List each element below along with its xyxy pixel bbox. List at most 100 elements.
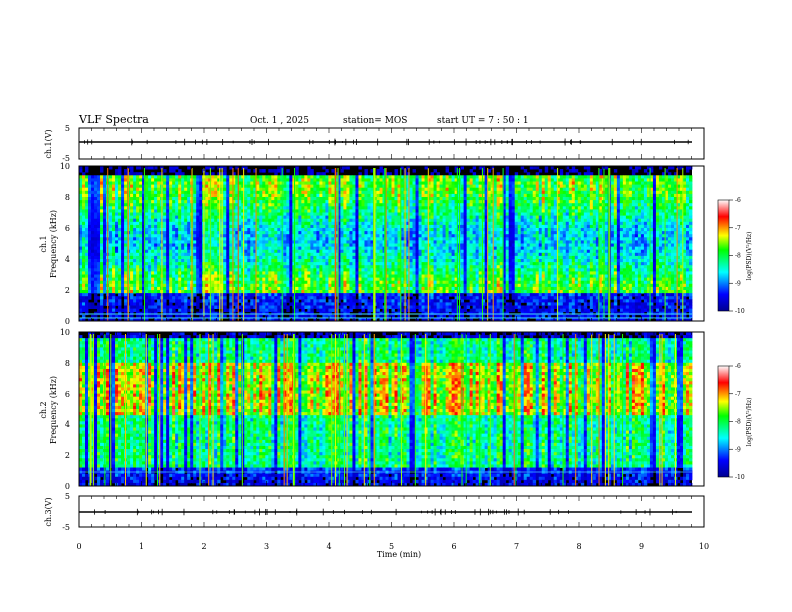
ch1-spectrogram-cell <box>253 203 257 207</box>
ch1-spectrogram-cell <box>157 200 161 204</box>
ch1-spectrogram-cell <box>130 166 134 170</box>
ch1-spectrogram-cell <box>325 175 329 179</box>
ch1-spectrogram-cell <box>274 246 278 251</box>
ch1-spectrogram-cell <box>142 274 146 278</box>
ch1-spectrogram-cell <box>136 293 140 297</box>
ch1-spectrogram-cell <box>343 184 347 189</box>
ch1-spectrogram-cell <box>232 317 236 322</box>
ch1-spectrogram-cell <box>100 237 104 241</box>
ch1-spectrogram-cell <box>289 231 293 235</box>
ch1-spectrogram-cell <box>118 209 122 213</box>
ch1-spectrogram-cell <box>382 305 386 309</box>
ch1-spectrogram-cell <box>154 215 158 220</box>
ch1-spectrogram-cell <box>232 283 236 288</box>
ch1-spectrogram-cell <box>274 286 278 291</box>
ch1-spectrogram-cell <box>136 305 140 309</box>
ch1-spectrogram-cell <box>211 234 215 238</box>
ch1-spectrogram-cell <box>298 212 302 216</box>
ch1-spectrogram-cell <box>301 231 305 235</box>
ch1-spectrogram-cell <box>88 265 92 269</box>
ch1-spectrogram-cell <box>367 311 371 316</box>
ch1-spectrogram-cell <box>172 274 176 278</box>
ch1-spectrogram-cell <box>322 212 326 216</box>
ch1-spectrogram-cell <box>121 190 125 195</box>
ch1-spectrogram-cell <box>154 262 158 266</box>
ch1-spectrogram-cell <box>265 283 269 288</box>
ch1-spectrogram-cell <box>88 190 92 195</box>
ch1-spectrogram-cell <box>247 234 251 238</box>
ch1-spectrogram-cell <box>118 175 122 179</box>
ch1-spectrogram-cell <box>364 252 368 257</box>
ch1-spectrogram-cell <box>115 286 119 291</box>
ch1-spectrogram-cell <box>205 206 209 210</box>
ch1-spectrogram-cell <box>349 212 353 216</box>
ch1-spectrogram-cell <box>298 305 302 309</box>
ch1-spectrogram-cell <box>142 178 146 182</box>
ch1-spectrogram-cell <box>130 308 134 313</box>
ch1-spectrogram-cell <box>139 262 143 266</box>
ch1-spectrogram-cell <box>301 184 305 189</box>
ch1-spectrogram-cell <box>364 178 368 182</box>
ch1-spectrogram-cell <box>385 296 389 300</box>
ch1-spectrogram-cell <box>322 311 326 316</box>
ch1-spectrogram-cell <box>310 209 314 213</box>
ch1-spectrogram-cell <box>340 218 344 223</box>
ch1-spectrogram-cell <box>283 259 287 263</box>
ch1-spectrogram-cell <box>166 280 170 285</box>
ch1-spectrogram-cell <box>163 200 167 204</box>
ch1-spectrogram-cell <box>268 237 272 241</box>
ch1-spectrogram-cell <box>310 184 314 189</box>
ch1-spectrogram-cell <box>310 193 314 198</box>
ch1-spectrogram-cell <box>100 268 104 272</box>
ch1-spectrogram-cell <box>286 228 290 232</box>
ch1-spectrogram-cell <box>349 262 353 266</box>
ch1-spectrogram-cell <box>178 305 182 309</box>
ch1-spectrogram-cell <box>253 311 257 316</box>
ch1-spectrogram-cell <box>79 302 83 306</box>
ch1-spectrogram-cell <box>355 252 359 257</box>
ch1-spectrogram-cell <box>124 178 128 182</box>
ch1-spectrogram-cell <box>187 178 191 182</box>
ch1-spectrogram-cell <box>88 181 92 185</box>
ch1-spectrogram-cell <box>196 246 200 251</box>
ch1-spectrogram-cell <box>364 172 368 176</box>
ch1-spectrogram-cell <box>385 224 389 229</box>
ch1-spectrogram-cell <box>322 215 326 220</box>
ch1-spectrogram-cell <box>262 262 266 266</box>
ch1-spectrogram-cell <box>82 302 86 306</box>
ch1-spectrogram-cell <box>304 249 308 254</box>
ch1-spectrogram-cell <box>289 221 293 226</box>
ch1-spectrogram-cell <box>211 277 215 282</box>
ch1-spectrogram-cell <box>175 274 179 278</box>
ch1-spectrogram-cell <box>259 259 263 263</box>
ch1-spectrogram-cell <box>82 184 86 189</box>
ch1-spectrogram-cell <box>100 187 104 192</box>
ch1-spectrogram-cell <box>145 308 149 313</box>
ch1-spectrogram-cell <box>316 280 320 285</box>
ch1-spectrogram-cell <box>349 181 353 185</box>
ch1-spectrogram-cell <box>130 178 134 182</box>
ch1-spectrogram-cell <box>262 218 266 223</box>
ch1-spectrogram-cell <box>379 206 383 210</box>
ch1-spectrogram-cell <box>247 187 251 192</box>
ch1-spectrogram-cell <box>346 317 350 322</box>
ch1-spectrogram-cell <box>196 175 200 179</box>
ch1-spectrogram-cell <box>271 181 275 185</box>
ch1-spectrogram-cell <box>121 218 125 223</box>
ch1-spectrogram-cell <box>145 184 149 189</box>
ch1-spectrogram-cell <box>358 277 362 282</box>
ch1-spectrogram-cell <box>163 308 167 313</box>
ch1-spectrogram-cell <box>349 206 353 210</box>
ch1-spectrogram-cell <box>145 178 149 182</box>
ch1-spectrogram-cell <box>139 200 143 204</box>
ch1-spectrogram-cell <box>382 308 386 313</box>
ch1-spectrogram-cell <box>382 181 386 185</box>
ch1-spectrogram-cell <box>229 178 233 182</box>
ch1-spectrogram-cell <box>145 262 149 266</box>
ch1-spectrogram-cell <box>142 221 146 226</box>
ch1-spectrogram-cell <box>310 228 314 232</box>
ch1-spectrogram-cell <box>124 215 128 220</box>
ch1-spectrogram-cell <box>253 187 257 192</box>
ch1-spectrogram-cell <box>163 252 167 257</box>
ch1-spectrogram-cell <box>97 218 101 223</box>
